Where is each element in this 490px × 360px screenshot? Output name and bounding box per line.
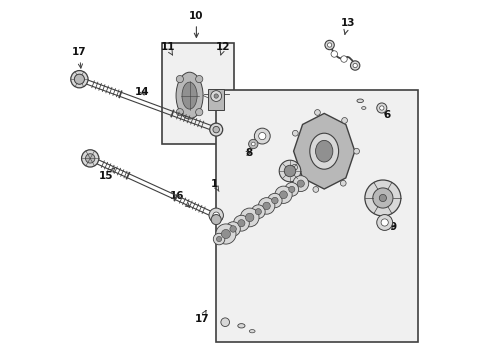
Circle shape [209,208,223,222]
Ellipse shape [238,324,245,328]
Ellipse shape [362,107,366,109]
Circle shape [74,74,84,84]
Circle shape [238,220,245,227]
Circle shape [292,165,297,170]
Circle shape [313,186,318,192]
Text: 10: 10 [189,11,204,37]
Bar [162,43,234,144]
Circle shape [248,139,258,149]
Text: 11: 11 [160,42,175,55]
Circle shape [379,194,387,202]
Circle shape [176,76,183,83]
Circle shape [230,226,236,232]
Text: 9: 9 [390,222,397,232]
Ellipse shape [176,72,203,119]
Circle shape [285,183,298,196]
Circle shape [289,186,295,193]
Circle shape [258,198,275,214]
Circle shape [196,76,203,83]
Circle shape [381,219,388,226]
Circle shape [211,215,221,225]
Text: 15: 15 [99,168,115,181]
Circle shape [221,318,229,327]
Text: 3: 3 [315,166,322,176]
Text: 17: 17 [72,47,87,68]
Circle shape [271,197,278,204]
Text: 14: 14 [135,87,150,97]
Circle shape [279,160,301,182]
Text: 16: 16 [170,191,190,207]
Text: 13: 13 [341,18,355,34]
Circle shape [377,103,387,113]
Circle shape [251,205,265,219]
Circle shape [213,213,220,219]
Circle shape [226,222,240,236]
Circle shape [213,126,220,133]
Text: 8: 8 [245,148,252,158]
Circle shape [315,109,320,115]
Circle shape [341,56,347,62]
Text: 1: 1 [211,179,219,192]
Circle shape [71,71,88,88]
Text: 5: 5 [333,173,341,183]
Circle shape [86,154,95,163]
Circle shape [341,180,346,186]
Circle shape [373,188,393,208]
Circle shape [214,94,219,98]
Circle shape [280,191,288,199]
Text: 7: 7 [258,132,265,142]
Circle shape [297,180,304,187]
Ellipse shape [316,140,333,162]
Polygon shape [294,113,355,189]
Circle shape [213,212,220,219]
Text: 17: 17 [195,310,209,324]
Circle shape [245,213,254,222]
Circle shape [176,109,183,116]
Circle shape [353,63,357,68]
Bar [208,89,224,111]
Circle shape [293,176,309,192]
Circle shape [255,208,261,215]
Circle shape [331,51,338,57]
Text: 4: 4 [302,164,310,174]
Circle shape [216,224,236,244]
Circle shape [213,233,225,245]
Circle shape [325,40,334,50]
Ellipse shape [310,133,339,169]
Circle shape [327,43,332,47]
Text: 12: 12 [216,42,231,55]
Circle shape [380,106,384,110]
Circle shape [342,118,347,123]
Circle shape [365,180,401,216]
Text: 2: 2 [388,189,398,199]
Bar [216,90,418,342]
Circle shape [354,148,360,154]
Ellipse shape [357,99,364,103]
Circle shape [284,165,296,177]
Circle shape [210,123,222,136]
Text: 6: 6 [384,110,391,120]
Circle shape [263,202,270,210]
Circle shape [196,109,203,116]
Circle shape [221,229,230,239]
Circle shape [240,208,259,227]
Circle shape [217,237,221,242]
Circle shape [211,91,221,102]
Circle shape [210,210,222,222]
Ellipse shape [182,82,197,109]
Circle shape [233,215,249,231]
Circle shape [74,75,84,84]
Circle shape [251,142,255,146]
Circle shape [81,150,99,167]
Circle shape [268,193,282,208]
Circle shape [293,130,298,136]
Circle shape [254,128,270,144]
Circle shape [350,61,360,70]
Ellipse shape [249,330,255,333]
Circle shape [259,132,266,140]
Circle shape [275,186,292,203]
Circle shape [377,215,392,230]
